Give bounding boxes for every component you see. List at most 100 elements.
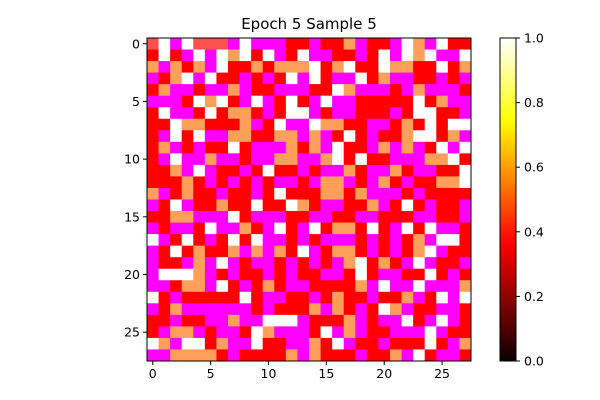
heatmap-cell (170, 153, 183, 166)
heatmap-cell (436, 257, 449, 270)
heatmap-cell (320, 268, 333, 281)
heatmap-cell (424, 72, 437, 85)
heatmap-cell (147, 326, 159, 339)
heatmap-cell (401, 280, 414, 293)
heatmap-cell (378, 303, 391, 316)
heatmap-cell (251, 118, 264, 131)
heatmap-cell (181, 349, 194, 362)
heatmap-cell (228, 164, 240, 177)
heatmap-cell (320, 303, 333, 316)
heatmap-cell (181, 337, 194, 350)
heatmap-cell (343, 107, 356, 120)
heatmap-cell (158, 38, 171, 50)
heatmap-cell (216, 49, 229, 62)
heatmap-cell (459, 280, 472, 293)
heatmap-cell (193, 61, 206, 74)
heatmap-cell (170, 314, 183, 327)
heatmap-cell (459, 291, 472, 304)
heatmap-cell (297, 49, 310, 62)
heatmap-cell (378, 153, 391, 166)
heatmap-cell (413, 49, 426, 62)
heatmap-cell (204, 72, 217, 85)
heatmap-cell (413, 280, 426, 293)
heatmap-cell (332, 245, 345, 258)
heatmap-cell (274, 176, 287, 189)
heatmap-cell (147, 153, 159, 166)
heatmap-cell (390, 211, 402, 223)
heatmap-cell (147, 72, 159, 85)
heatmap-cell (355, 84, 368, 97)
heatmap-cell (147, 303, 159, 316)
heatmap-cell (204, 118, 217, 131)
heatmap-cell (378, 268, 391, 281)
heatmap-cell (332, 141, 345, 154)
heatmap-cell (216, 61, 229, 74)
heatmap-cell (320, 141, 333, 154)
heatmap-cell (309, 314, 321, 327)
heatmap-cell (436, 187, 449, 200)
heatmap-cell (320, 107, 333, 120)
heatmap-cell (436, 164, 449, 177)
heatmap-cell (285, 337, 298, 350)
heatmap-cell (204, 257, 217, 270)
heatmap-cell (251, 337, 264, 350)
heatmap-cell (147, 314, 159, 327)
heatmap-cell (228, 38, 240, 50)
heatmap-cell (193, 326, 206, 339)
heatmap-cell (216, 118, 229, 131)
heatmap-cell (320, 314, 333, 327)
heatmap-cell (332, 257, 345, 270)
heatmap-cell (459, 303, 472, 316)
heatmap-cell (436, 314, 449, 327)
heatmap-cell (147, 49, 159, 62)
heatmap-cell (239, 268, 252, 281)
heatmap-cell (332, 187, 345, 200)
heatmap-cell (274, 164, 287, 177)
heatmap-cell (181, 118, 194, 131)
heatmap-cell (413, 268, 426, 281)
heatmap-cell (285, 349, 298, 362)
heatmap-cell (147, 257, 159, 270)
heatmap-cell (378, 199, 391, 212)
heatmap-cell (274, 72, 287, 85)
heatmap-cell (401, 199, 414, 212)
heatmap-cell (193, 95, 206, 108)
heatmap-cell (366, 187, 379, 200)
heatmap-cell (251, 211, 264, 223)
heatmap-cell (170, 303, 183, 316)
heatmap-cell (193, 222, 206, 235)
heatmap-cell (158, 211, 171, 223)
heatmap-cell (401, 211, 414, 223)
heatmap-cell (424, 303, 437, 316)
heatmap-cell (228, 257, 240, 270)
heatmap-cell (413, 245, 426, 258)
heatmap-cell (158, 234, 171, 247)
heatmap-cell (424, 84, 437, 97)
heatmap-cell (424, 349, 437, 362)
heatmap-cell (459, 95, 472, 108)
heatmap-cell (181, 199, 194, 212)
heatmap-cell (378, 164, 391, 177)
heatmap-cell (309, 141, 321, 154)
heatmap-cell (424, 199, 437, 212)
heatmap-cell (447, 222, 460, 235)
heatmap-cell (216, 130, 229, 143)
heatmap-cell (147, 211, 159, 223)
heatmap-cell (297, 38, 310, 50)
heatmap-cell (216, 199, 229, 212)
heatmap-cell (274, 95, 287, 108)
heatmap-cell (158, 84, 171, 97)
heatmap-cell (355, 49, 368, 62)
heatmap-cell (274, 107, 287, 120)
heatmap-cell (413, 176, 426, 189)
heatmap-cell (320, 61, 333, 74)
heatmap-cell (309, 222, 321, 235)
heatmap-cell (204, 268, 217, 281)
heatmap-cell (262, 61, 275, 74)
heatmap-cell (413, 222, 426, 235)
heatmap-cell (332, 49, 345, 62)
heatmap-cell (390, 291, 402, 304)
heatmap-cell (424, 245, 437, 258)
heatmap-cell (251, 164, 264, 177)
heatmap-cell (239, 303, 252, 316)
